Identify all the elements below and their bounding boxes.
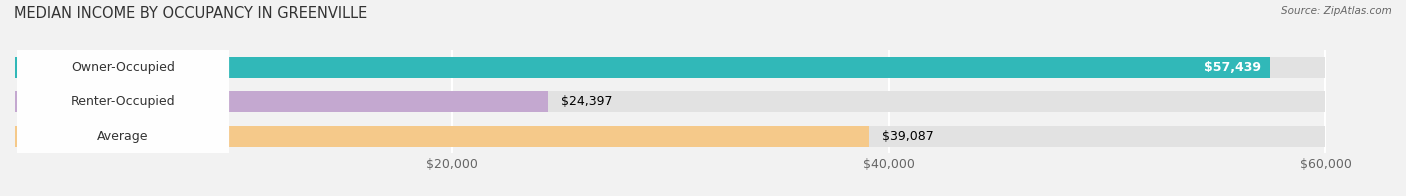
- Bar: [15, 91, 548, 113]
- Bar: [15, 125, 1326, 147]
- Text: MEDIAN INCOME BY OCCUPANCY IN GREENVILLE: MEDIAN INCOME BY OCCUPANCY IN GREENVILLE: [14, 6, 367, 21]
- Text: Renter-Occupied: Renter-Occupied: [70, 95, 176, 108]
- Text: $57,439: $57,439: [1204, 61, 1261, 74]
- Bar: [15, 57, 1270, 78]
- Text: Source: ZipAtlas.com: Source: ZipAtlas.com: [1281, 6, 1392, 16]
- Text: Owner-Occupied: Owner-Occupied: [72, 61, 176, 74]
- Text: $39,087: $39,087: [882, 130, 934, 143]
- Text: $24,397: $24,397: [561, 95, 613, 108]
- Bar: [15, 91, 1326, 113]
- Text: Average: Average: [97, 130, 149, 143]
- FancyBboxPatch shape: [17, 0, 229, 196]
- Bar: [15, 125, 869, 147]
- Bar: [15, 57, 1326, 78]
- FancyBboxPatch shape: [17, 0, 229, 196]
- FancyBboxPatch shape: [17, 0, 229, 196]
